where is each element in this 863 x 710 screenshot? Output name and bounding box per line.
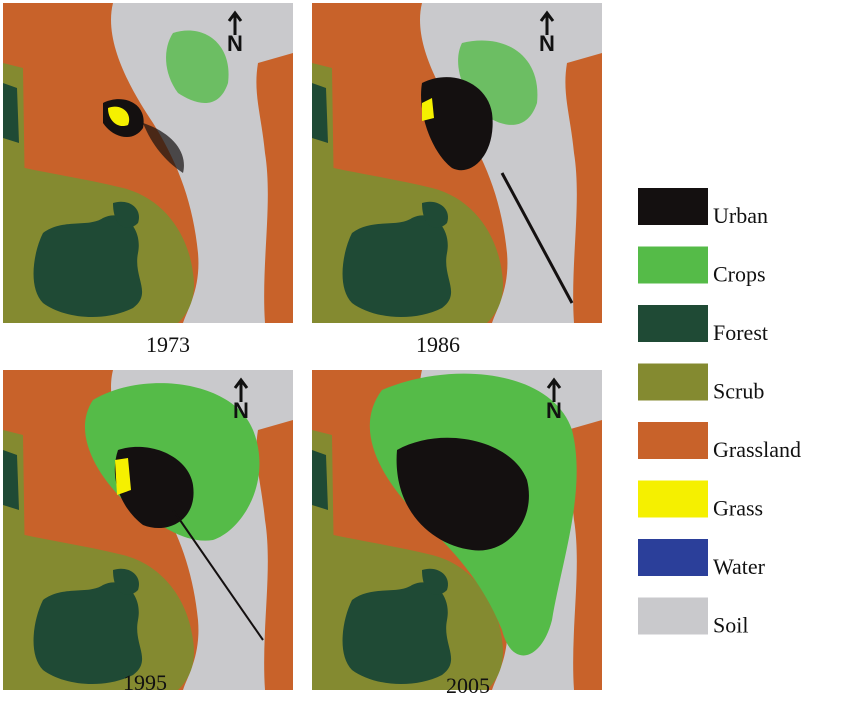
legend: Urban Crops Forest Scrub Grassland Grass Water… (638, 188, 801, 638)
map-1986 (312, 3, 602, 323)
legend-swatch (638, 246, 708, 284)
legend-swatch (638, 422, 708, 459)
legend-label: Grass (713, 496, 763, 521)
legend-swatch (638, 188, 708, 225)
legend-swatch (638, 597, 708, 635)
caption: 1973 (146, 332, 190, 357)
map-2005 (312, 370, 602, 690)
legend-label: Crops (713, 262, 766, 287)
legend-label: Water (713, 554, 766, 579)
map-1995 (3, 370, 293, 690)
legend-label: Grassland (713, 437, 801, 462)
map-1973 (3, 3, 293, 323)
legend-label: Forest (713, 320, 768, 345)
legend-swatch (638, 305, 708, 342)
caption: 2005 (446, 673, 490, 698)
legend-swatch (638, 539, 708, 576)
legend-swatch (638, 480, 708, 518)
legend-swatch (638, 363, 708, 401)
legend-label: Scrub (713, 379, 764, 404)
caption: 1986 (416, 332, 460, 357)
legend-label: Urban (713, 203, 768, 228)
legend-label: Soil (713, 613, 748, 638)
caption: 1995 (123, 670, 167, 695)
